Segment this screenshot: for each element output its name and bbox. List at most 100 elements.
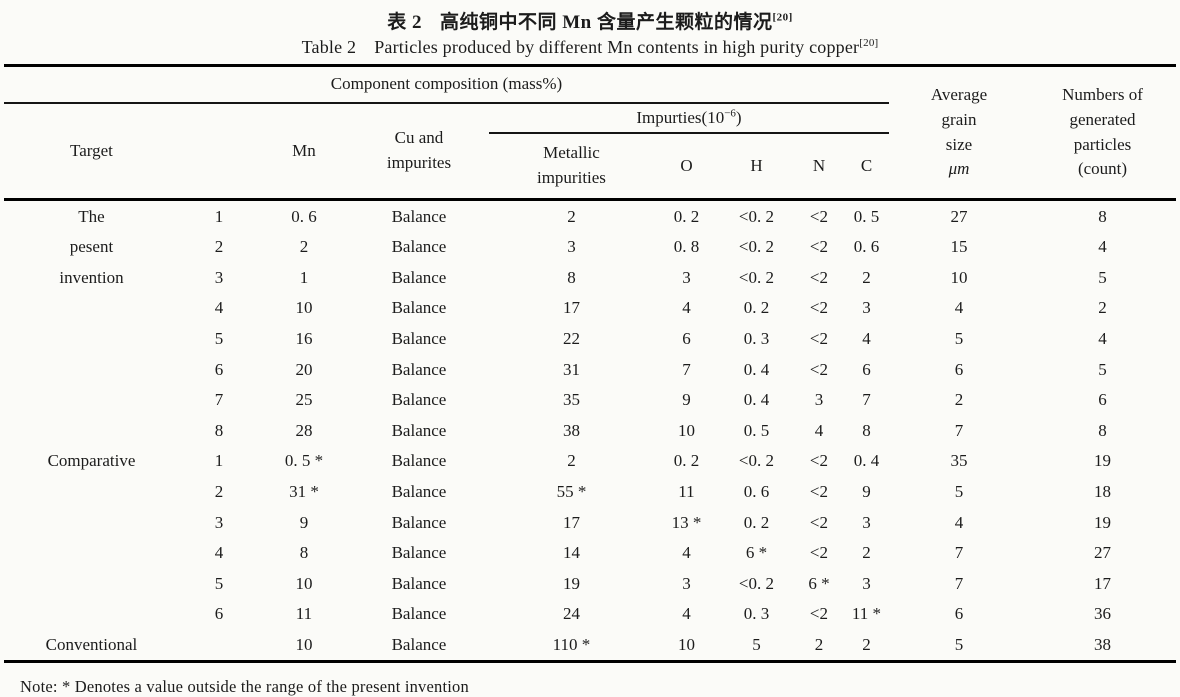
cell-particle-count: 5 xyxy=(1098,359,1107,379)
cell-metallic-impurities: 19 xyxy=(562,573,580,593)
cell-cu-and-impurites: Balance xyxy=(391,482,447,502)
cell-oxygen: 0. 2 xyxy=(653,197,719,232)
cell-mn-content: 8 xyxy=(299,543,309,563)
cell-target-group: The xyxy=(3,197,179,232)
cell-nitrogen: <2 xyxy=(793,197,844,232)
cell-oxygen: 10 xyxy=(677,420,695,440)
table-caption-zh-label: 表 2 xyxy=(387,12,422,33)
cell-grain-size: 5 xyxy=(954,329,964,349)
header-mn: Mn xyxy=(292,140,316,160)
header-grain-line: grain xyxy=(941,109,977,129)
cell-hydrogen: <0. 2 xyxy=(738,451,775,471)
cell-mn-content: 16 xyxy=(295,329,313,349)
cell-mn-content: 10 xyxy=(295,573,313,593)
cell-carbon: 2 xyxy=(843,629,890,663)
cell-cu-and-impurites: Balance xyxy=(391,267,447,287)
cell-oxygen: 4 xyxy=(682,543,691,563)
cell-target-group xyxy=(4,599,179,630)
cell-target-group xyxy=(4,476,179,507)
cell-carbon: 3 xyxy=(862,573,871,593)
cell-hydrogen: 0. 2 xyxy=(743,298,770,318)
header-numbers-line: Numbers of xyxy=(1062,85,1143,105)
cell-nitrogen: <2 xyxy=(809,451,829,471)
citation-superscript: [20] xyxy=(859,37,879,49)
header-grain-unit: μm xyxy=(948,159,970,179)
cell-grain-size: 2 xyxy=(954,390,964,410)
header-nitrogen: N xyxy=(812,155,826,175)
cell-carbon: 9 xyxy=(862,482,871,502)
table-caption-en: Table 2 Particles produced by different M… xyxy=(0,37,1180,58)
table-row: 4 8 Balance 14 4 6 * <2 2 7 27 xyxy=(4,538,1176,569)
cell-mn-content: 1 xyxy=(299,267,309,287)
cell-mn-content: 0. 6 xyxy=(258,197,349,232)
cell-target-group xyxy=(4,507,179,538)
cell-hydrogen: 0. 4 xyxy=(743,359,770,379)
cell-mn-content: 2 xyxy=(299,237,309,257)
cell-carbon: 2 xyxy=(862,543,871,563)
header-metallic-impurities: Metallic impurities xyxy=(489,133,654,200)
cell-target-group: pesent xyxy=(69,237,114,257)
cell-carbon: 0. 4 xyxy=(853,451,880,471)
header-average-grain-size: Average grain size μm xyxy=(889,66,1029,200)
cell-oxygen: 11 xyxy=(678,482,695,502)
cell-target-group xyxy=(4,538,179,569)
cell-target-group: Conventional xyxy=(3,629,179,663)
cell-metallic-impurities: 2 xyxy=(488,197,654,232)
cell-nitrogen: <2 xyxy=(809,329,829,349)
cell-carbon: 2 xyxy=(862,267,871,287)
cell-carbon: 3 xyxy=(862,512,871,532)
cell-grain-size: 6 xyxy=(954,604,964,624)
table-row: 6 20 Balance 31 7 0. 4 <2 6 6 5 xyxy=(4,354,1176,385)
table-row: 5 16 Balance 22 6 0. 3 <2 4 5 4 xyxy=(4,323,1176,354)
header-numbers-line: generated xyxy=(1069,109,1136,129)
cell-grain-size: 10 xyxy=(950,267,968,287)
header-target: Target xyxy=(70,140,113,160)
cell-oxygen: 0. 8 xyxy=(673,237,700,257)
cell-oxygen: 4 xyxy=(682,298,691,318)
cell-nitrogen: 2 xyxy=(793,629,844,663)
cell-grain-size: 5 xyxy=(889,629,1030,663)
cell-particle-count: 19 xyxy=(1094,512,1112,532)
cell-sample-no: 3 xyxy=(214,267,224,287)
cell-hydrogen: 0. 6 xyxy=(743,482,770,502)
table-row: 7 25 Balance 35 9 0. 4 3 7 2 6 xyxy=(4,385,1176,416)
cell-metallic-impurities: 14 xyxy=(562,543,580,563)
table-caption-zh: 表 2 高纯铜中不同 Mn 含量产生颗粒的情况[20] xyxy=(0,0,1180,34)
table-row: Conventional 10 Balance 110 * 10 5 2 2 5 38 xyxy=(3,629,1177,663)
cell-cu-and-impurites: Balance xyxy=(348,197,489,232)
table-footnote: Note: * Denotes a value outside the rang… xyxy=(20,676,469,696)
cell-cu-and-impurites: Balance xyxy=(391,512,447,532)
table-row: invention 3 1 Balance 8 3 <0. 2 <2 2 10 5 xyxy=(4,262,1176,293)
header-row-columns: Metallic impurities O H N C xyxy=(4,133,1176,200)
cell-sample-no: 1 xyxy=(214,451,224,471)
cell-grain-size: 7 xyxy=(954,573,964,593)
cell-particle-count: 8 xyxy=(1098,420,1107,440)
cell-particle-count: 4 xyxy=(1098,329,1107,349)
cell-carbon: 0. 5 xyxy=(843,197,890,232)
header-row-group: Component composition (mass%) Average gr… xyxy=(3,65,1176,178)
cell-target-group xyxy=(4,415,179,446)
cell-mn-content: 9 xyxy=(299,512,309,532)
cell-cu-and-impurites: Balance xyxy=(391,359,447,379)
table-row: 4 10 Balance 17 4 0. 2 <2 3 4 2 xyxy=(4,293,1176,324)
header-cu-line: impurites xyxy=(386,153,452,172)
cell-metallic-impurities: 8 xyxy=(567,267,576,287)
cell-metallic-impurities: 31 xyxy=(562,359,580,379)
header-numbers-of-particles: Numbers of generated particles (count) xyxy=(1029,66,1176,200)
cell-oxygen: 6 xyxy=(682,329,691,349)
cell-oxygen: 0. 2 xyxy=(673,451,700,471)
cell-metallic-impurities: 22 xyxy=(562,329,580,349)
cell-carbon: 3 xyxy=(862,298,871,318)
cell-particle-count: 38 xyxy=(1029,629,1177,663)
cell-grain-size: 27 xyxy=(889,197,1030,232)
cell-particle-count: 18 xyxy=(1094,482,1112,502)
cell-sample-no: 1 xyxy=(178,197,259,232)
cell-nitrogen: <2 xyxy=(809,267,829,287)
cell-carbon: 6 xyxy=(862,359,871,379)
table-row: The 1 0. 6 Balance 2 0. 2 <0. 2 <2 0. 5 27 8 xyxy=(3,197,1177,232)
cell-mn-content: 28 xyxy=(295,420,313,440)
cell-grain-size: 4 xyxy=(954,512,964,532)
cell-sample-no: 3 xyxy=(214,512,224,532)
cell-cu-and-impurites: Balance xyxy=(391,329,447,349)
